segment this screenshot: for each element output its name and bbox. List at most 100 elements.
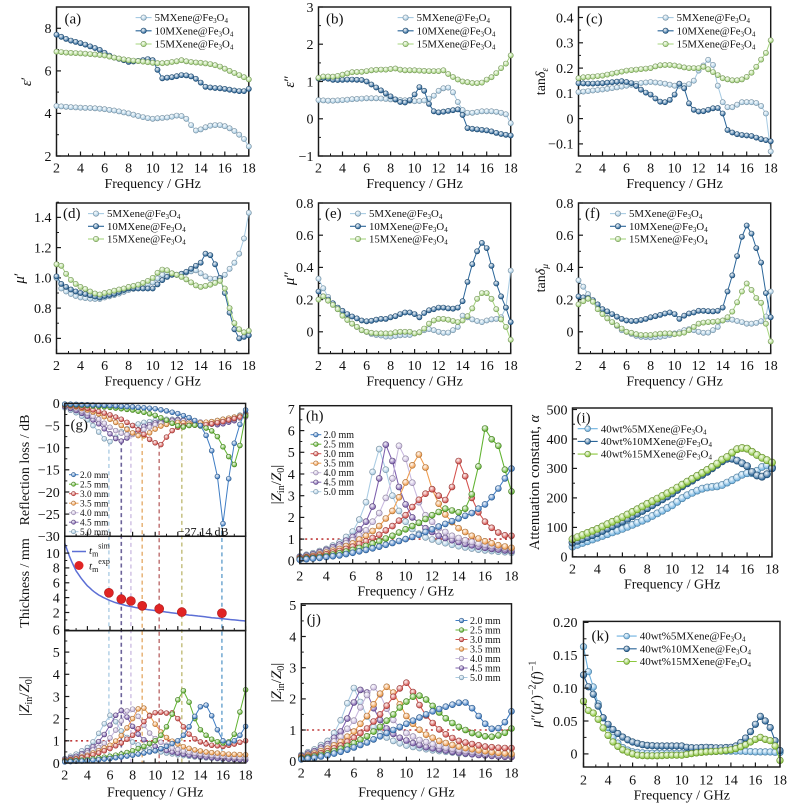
svg-text:0.4: 0.4 bbox=[296, 261, 314, 276]
svg-text:−25: −25 bbox=[38, 508, 60, 523]
svg-text:15MXene@Fe3O4: 15MXene@Fe3O4 bbox=[369, 234, 448, 247]
svg-text:0: 0 bbox=[561, 551, 568, 566]
svg-text:8: 8 bbox=[377, 767, 384, 782]
svg-text:4: 4 bbox=[339, 359, 346, 374]
svg-text:(k): (k) bbox=[592, 629, 610, 645]
svg-text:5: 5 bbox=[53, 646, 60, 661]
svg-text:10MXene@Fe3O4: 10MXene@Fe3O4 bbox=[155, 25, 234, 38]
svg-text:4: 4 bbox=[339, 162, 346, 177]
svg-text:8: 8 bbox=[125, 359, 132, 374]
svg-text:2.5 mm: 2.5 mm bbox=[324, 440, 355, 451]
svg-text:4.0 mm: 4.0 mm bbox=[80, 509, 109, 519]
svg-text:14: 14 bbox=[715, 563, 729, 578]
svg-text:15MXene@Fe3O4: 15MXene@Fe3O4 bbox=[107, 234, 186, 247]
svg-text:14: 14 bbox=[452, 570, 466, 585]
svg-text:ε″: ε″ bbox=[282, 75, 298, 87]
svg-text:Frequency / GHz: Frequency / GHz bbox=[624, 578, 720, 593]
svg-text:7: 7 bbox=[288, 403, 295, 418]
svg-text:15MXene@Fe3O4: 15MXene@Fe3O4 bbox=[155, 39, 234, 52]
svg-text:4: 4 bbox=[289, 630, 296, 645]
svg-text:5MXene@Fe3O4: 5MXene@Fe3O4 bbox=[677, 12, 751, 25]
svg-text:(g): (g) bbox=[71, 418, 89, 434]
svg-text:15MXene@Fe3O4: 15MXene@Fe3O4 bbox=[417, 39, 496, 52]
svg-text:8: 8 bbox=[647, 359, 654, 374]
svg-text:18: 18 bbox=[504, 162, 518, 177]
svg-text:(a): (a) bbox=[65, 12, 82, 28]
svg-text:4.5 mm: 4.5 mm bbox=[470, 664, 501, 675]
svg-text:6: 6 bbox=[53, 624, 60, 639]
svg-text:1.0: 1.0 bbox=[34, 272, 52, 287]
svg-text:10: 10 bbox=[399, 767, 413, 782]
svg-text:|Zin/Z0|: |Zin/Z0| bbox=[269, 663, 287, 703]
svg-text:6: 6 bbox=[101, 359, 108, 374]
svg-text:μ″: μ″ bbox=[282, 271, 298, 286]
svg-text:16: 16 bbox=[740, 359, 754, 374]
svg-text:2: 2 bbox=[307, 38, 314, 53]
svg-text:0: 0 bbox=[53, 397, 60, 412]
svg-text:0: 0 bbox=[307, 113, 314, 128]
svg-text:10: 10 bbox=[46, 547, 60, 562]
svg-text:6: 6 bbox=[363, 162, 370, 177]
svg-text:14: 14 bbox=[716, 359, 730, 374]
svg-text:1.4: 1.4 bbox=[34, 211, 52, 226]
svg-text:14: 14 bbox=[452, 767, 466, 782]
svg-text:4: 4 bbox=[77, 162, 84, 177]
svg-text:8: 8 bbox=[376, 570, 383, 585]
svg-text:3.5 mm: 3.5 mm bbox=[470, 645, 501, 656]
svg-text:2.0 mm: 2.0 mm bbox=[324, 430, 355, 441]
svg-text:4: 4 bbox=[324, 767, 331, 782]
svg-text:16: 16 bbox=[740, 162, 754, 177]
svg-text:3: 3 bbox=[289, 662, 296, 677]
svg-text:5MXene@Fe3O4: 5MXene@Fe3O4 bbox=[417, 12, 491, 25]
svg-text:μ″(μ′)−2(f)−1: μ″(μ′)−2(f)−1 bbox=[528, 661, 545, 729]
svg-text:6: 6 bbox=[107, 768, 114, 783]
svg-text:15MXene@Fe3O4: 15MXene@Fe3O4 bbox=[677, 39, 756, 52]
svg-text:Frequency / GHz: Frequency / GHz bbox=[104, 375, 200, 390]
svg-text:300: 300 bbox=[547, 462, 568, 477]
svg-text:100: 100 bbox=[547, 521, 568, 536]
svg-text:(c): (c) bbox=[586, 12, 603, 28]
svg-text:16: 16 bbox=[480, 359, 494, 374]
svg-text:2.0 mm: 2.0 mm bbox=[80, 471, 109, 481]
svg-text:10: 10 bbox=[675, 774, 689, 789]
svg-text:2: 2 bbox=[53, 712, 60, 727]
svg-text:10MXene@Fe3O4: 10MXene@Fe3O4 bbox=[369, 221, 448, 234]
svg-text:−30: −30 bbox=[38, 530, 60, 545]
svg-text:6: 6 bbox=[53, 577, 60, 592]
svg-text:12: 12 bbox=[690, 563, 704, 578]
svg-text:0.4: 0.4 bbox=[556, 11, 574, 26]
svg-text:0.2: 0.2 bbox=[556, 62, 574, 77]
svg-text:8: 8 bbox=[125, 162, 132, 177]
svg-text:10: 10 bbox=[146, 359, 160, 374]
svg-text:12: 12 bbox=[170, 359, 184, 374]
svg-text:16: 16 bbox=[216, 768, 230, 783]
svg-text:500: 500 bbox=[547, 403, 568, 418]
svg-text:5: 5 bbox=[288, 446, 295, 461]
svg-text:3.0 mm: 3.0 mm bbox=[80, 490, 109, 500]
svg-text:8: 8 bbox=[129, 768, 136, 783]
svg-text:200: 200 bbox=[547, 492, 568, 507]
svg-text:12: 12 bbox=[432, 359, 446, 374]
svg-text:40wt%5MXene@Fe3O4: 40wt%5MXene@Fe3O4 bbox=[601, 423, 707, 436]
svg-text:0.1: 0.1 bbox=[556, 87, 574, 102]
svg-text:6: 6 bbox=[623, 359, 630, 374]
svg-text:3.5 mm: 3.5 mm bbox=[324, 459, 355, 470]
svg-text:−27.14 dB: −27.14 dB bbox=[178, 525, 229, 539]
svg-text:8: 8 bbox=[644, 563, 651, 578]
svg-text:(i): (i) bbox=[577, 411, 591, 427]
svg-text:10MXene@Fe3O4: 10MXene@Fe3O4 bbox=[629, 221, 708, 234]
svg-text:5MXene@Fe3O4: 5MXene@Fe3O4 bbox=[107, 208, 181, 221]
svg-text:6: 6 bbox=[101, 162, 108, 177]
svg-text:18: 18 bbox=[239, 768, 253, 783]
svg-text:tmsim: tmsim bbox=[89, 542, 111, 559]
svg-text:Frequency / GHz: Frequency / GHz bbox=[107, 786, 203, 801]
svg-text:−20: −20 bbox=[38, 486, 60, 501]
svg-text:5.0 mm: 5.0 mm bbox=[324, 487, 355, 498]
svg-text:6: 6 bbox=[623, 162, 630, 177]
svg-text:18: 18 bbox=[764, 359, 778, 374]
svg-text:5MXene@Fe3O4: 5MXene@Fe3O4 bbox=[155, 12, 229, 25]
svg-text:Thickness / mm: Thickness / mm bbox=[18, 538, 33, 628]
svg-text:1: 1 bbox=[53, 735, 60, 750]
svg-text:2: 2 bbox=[53, 162, 60, 177]
svg-text:0.8: 0.8 bbox=[296, 197, 314, 212]
